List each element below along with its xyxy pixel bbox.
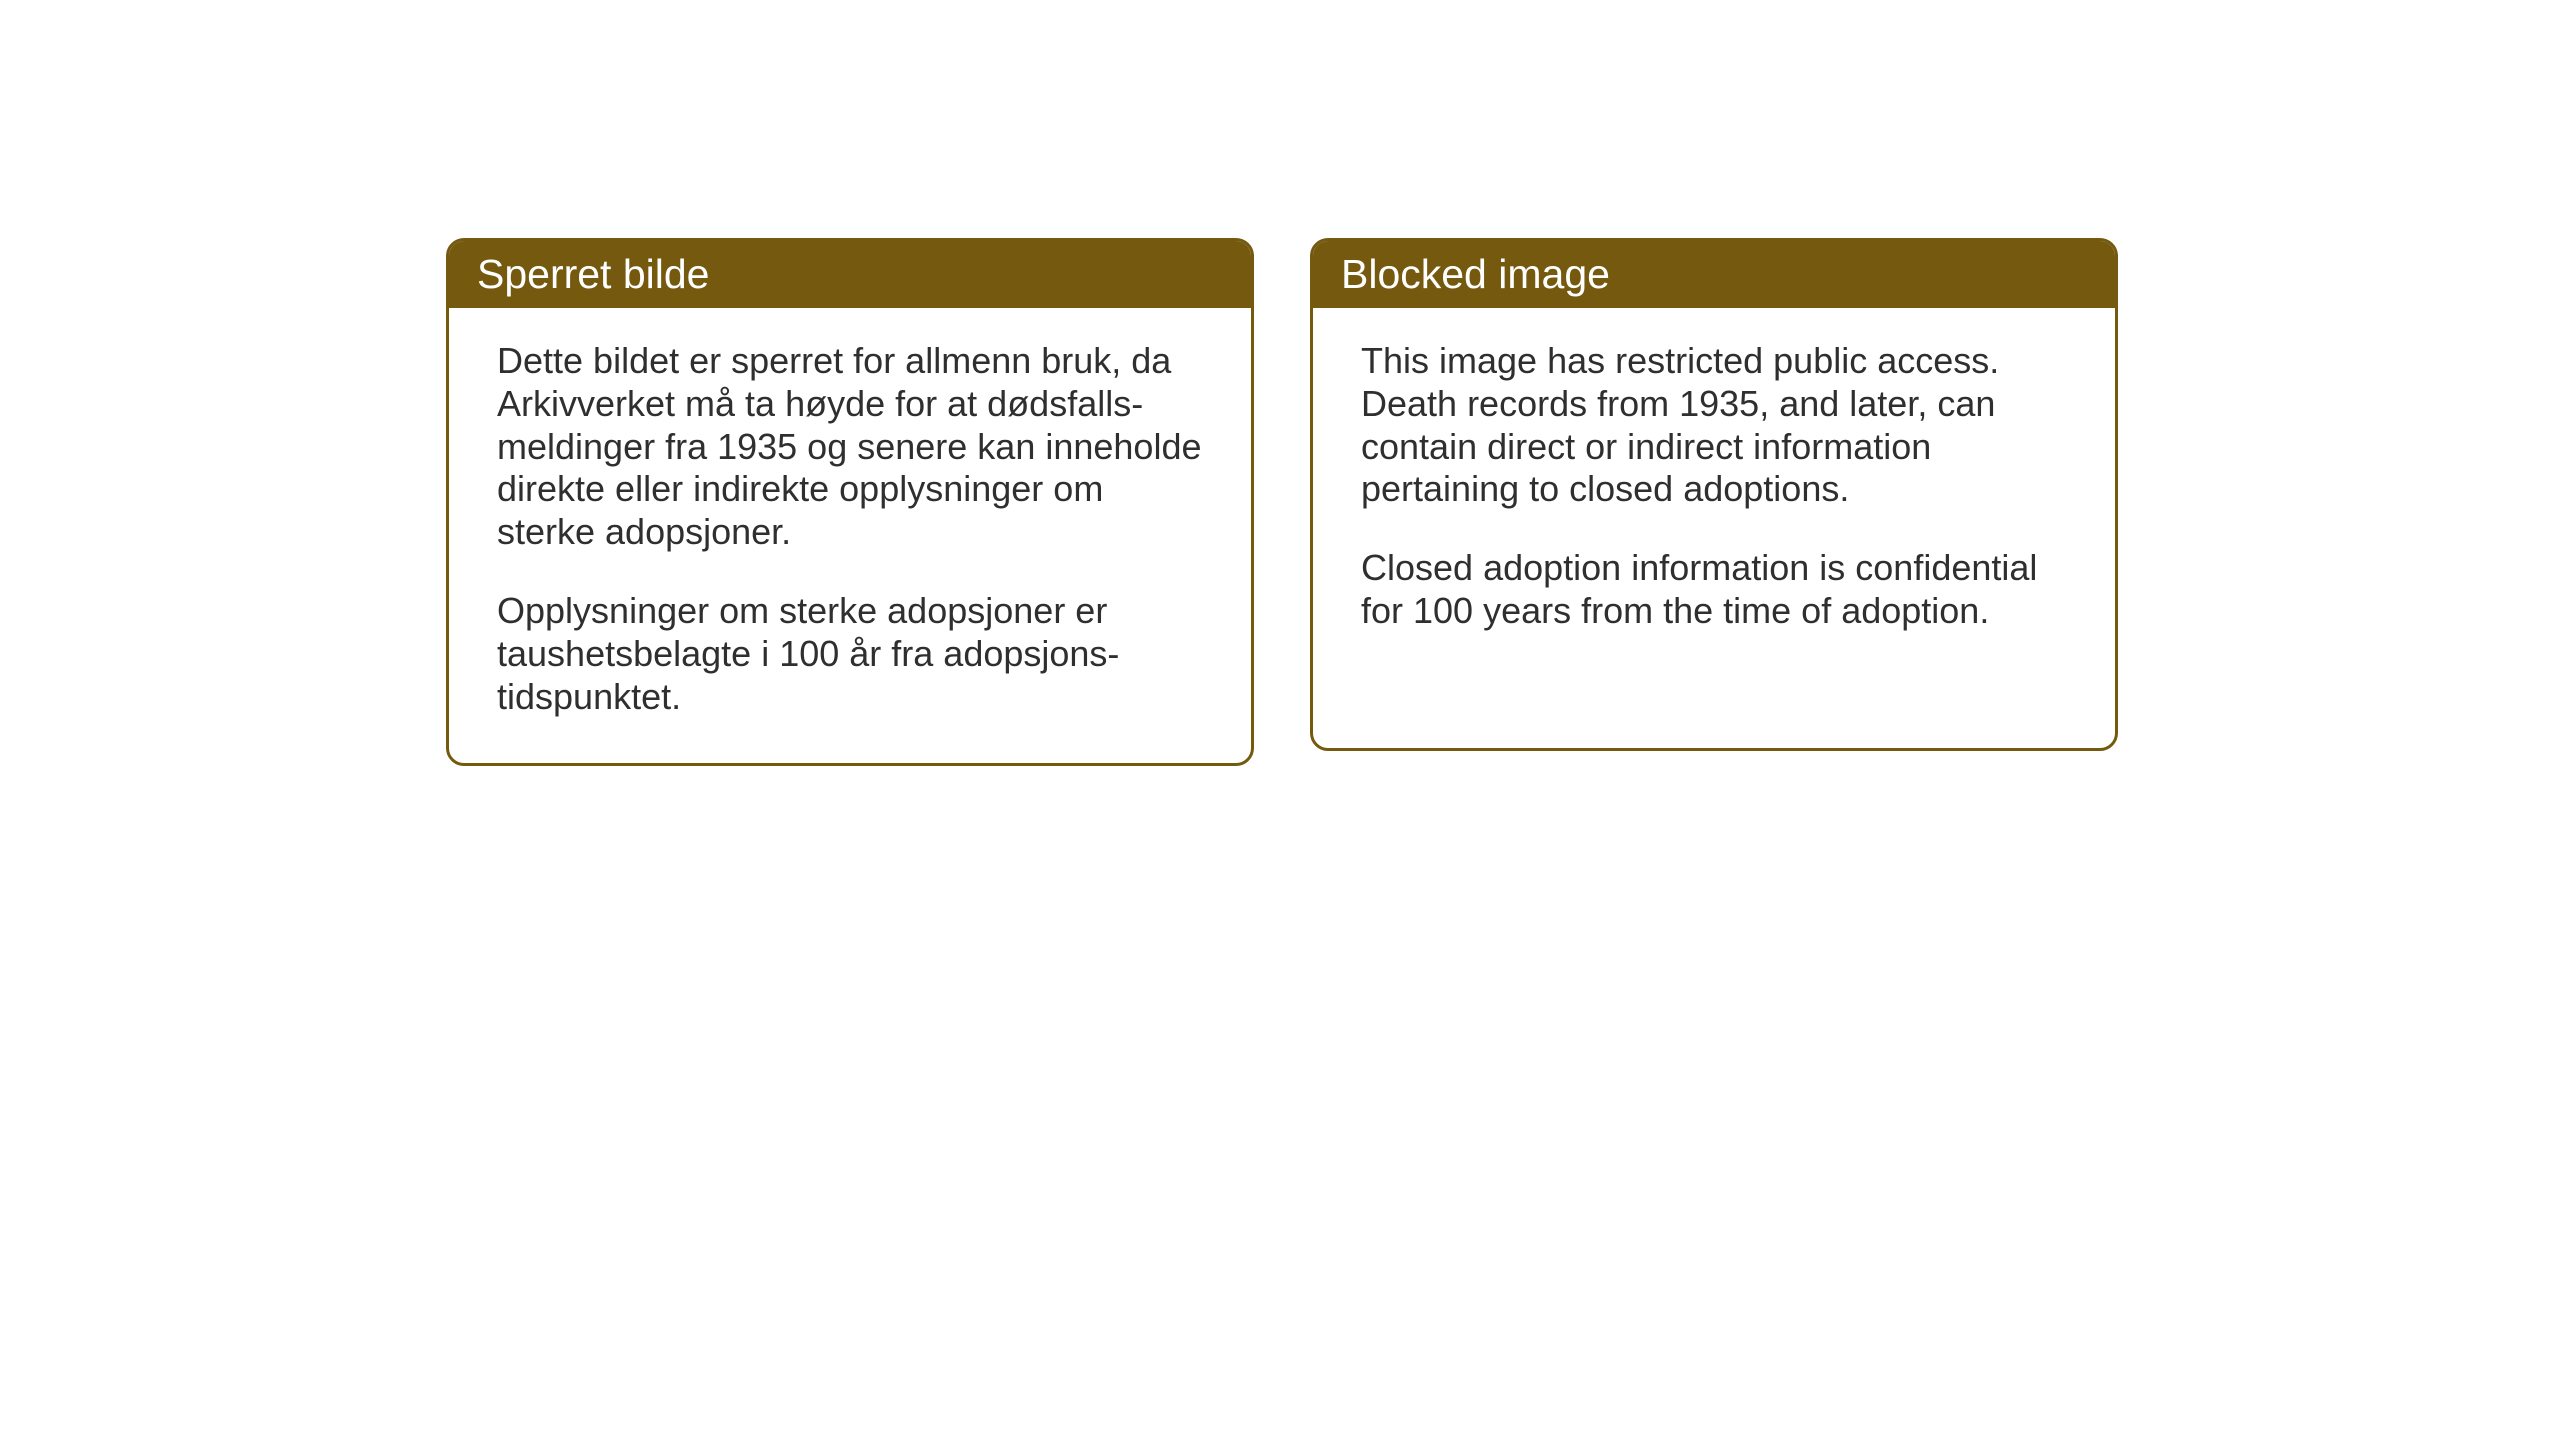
norwegian-card-body: Dette bildet er sperret for allmenn bruk… bbox=[449, 308, 1251, 763]
norwegian-card-title: Sperret bilde bbox=[477, 251, 709, 297]
english-paragraph-1: This image has restricted public access.… bbox=[1361, 340, 2067, 511]
english-paragraph-2: Closed adoption information is confident… bbox=[1361, 547, 2067, 633]
english-card-header: Blocked image bbox=[1313, 241, 2115, 308]
norwegian-card: Sperret bilde Dette bildet er sperret fo… bbox=[446, 238, 1254, 766]
cards-container: Sperret bilde Dette bildet er sperret fo… bbox=[446, 238, 2118, 766]
norwegian-paragraph-2: Opplysninger om sterke adopsjoner er tau… bbox=[497, 590, 1203, 718]
english-card-body: This image has restricted public access.… bbox=[1313, 308, 2115, 677]
norwegian-paragraph-1: Dette bildet er sperret for allmenn bruk… bbox=[497, 340, 1203, 554]
norwegian-card-header: Sperret bilde bbox=[449, 241, 1251, 308]
english-card: Blocked image This image has restricted … bbox=[1310, 238, 2118, 751]
english-card-title: Blocked image bbox=[1341, 251, 1610, 297]
